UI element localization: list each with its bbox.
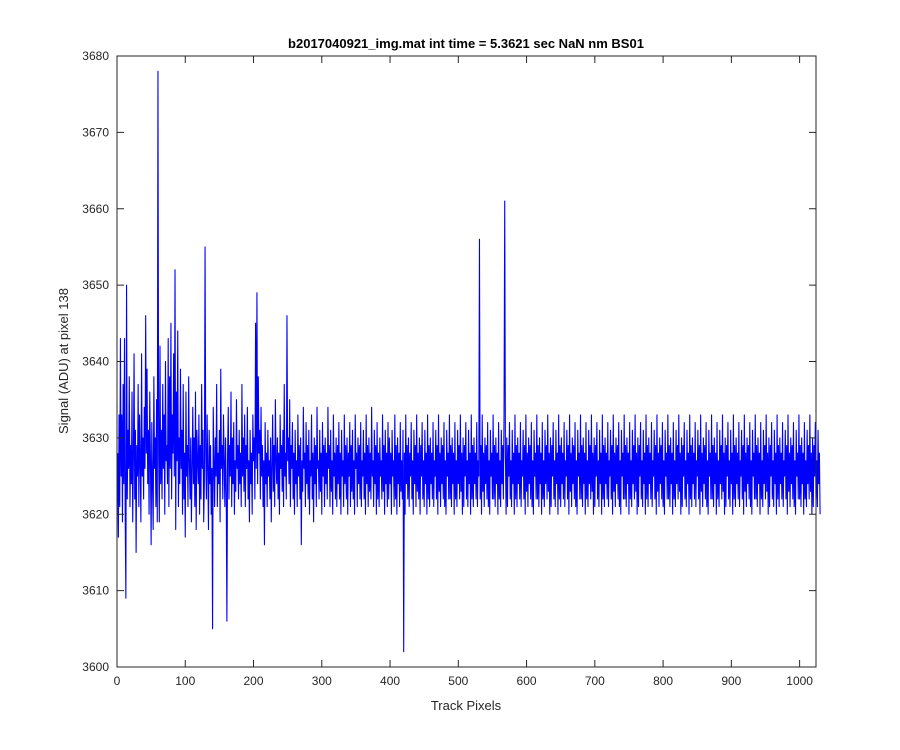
chart-title: b2017040921_img.mat int time = 5.3621 se… <box>288 36 644 51</box>
x-tick-label: 200 <box>244 674 264 688</box>
y-tick-label: 3640 <box>82 355 109 369</box>
x-tick-label: 400 <box>380 674 400 688</box>
y-tick-label: 3670 <box>82 125 109 139</box>
y-tick-label: 3660 <box>82 202 109 216</box>
ticks-layer: 0 100 200 300 400 500 600 700 800 900 1000 3600 3610… <box>82 49 816 688</box>
y-tick-label: 3600 <box>82 660 109 674</box>
y-tick-label: 3680 <box>82 49 109 63</box>
x-tick-label: 500 <box>448 674 468 688</box>
x-tick-label: 0 <box>114 674 121 688</box>
y-tick-label: 3620 <box>82 507 109 521</box>
x-tick-label: 600 <box>517 674 537 688</box>
y-axis-label: Signal (ADU) at pixel 138 <box>56 288 71 434</box>
x-tick-label: 300 <box>312 674 332 688</box>
x-tick-label: 800 <box>653 674 673 688</box>
series-layer <box>117 70 821 653</box>
y-tick-label: 3650 <box>82 278 109 292</box>
series-line-0 <box>117 70 821 653</box>
x-tick-label: 700 <box>585 674 605 688</box>
x-axis-label: Track Pixels <box>431 698 502 713</box>
plot-area <box>117 56 816 667</box>
x-tick-label: 900 <box>721 674 741 688</box>
x-tick-label: 100 <box>175 674 195 688</box>
y-tick-label: 3630 <box>82 431 109 445</box>
y-tick-label: 3610 <box>82 584 109 598</box>
x-tick-label: 1000 <box>786 674 813 688</box>
